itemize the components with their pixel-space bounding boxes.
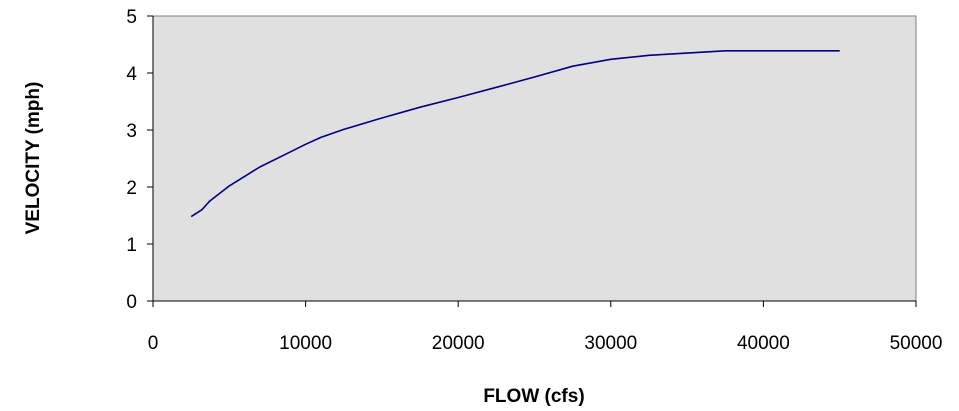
x-axis-title: FLOW (cfs) [483,386,584,407]
y-axis-title: VELOCITY (mph) [23,82,44,235]
x-tick-label: 20000 [432,333,485,354]
x-axis-ticks: 0 10000 20000 30000 40000 50000 [148,301,943,354]
y-tick-label: 3 [126,121,137,142]
x-tick-label: 10000 [279,333,332,354]
x-tick-label: 0 [148,333,159,354]
y-tick-label: 5 [126,7,137,28]
x-tick-label: 40000 [737,333,790,354]
y-tick-label: 2 [126,178,137,199]
plot-area [152,15,917,302]
y-tick-label: 4 [126,64,137,85]
y-tick-label: 1 [126,235,137,256]
series-line [190,49,840,218]
y-axis-ticks: 0 1 2 3 4 5 [126,7,153,313]
series-layer [190,49,840,218]
y-tick-label: 0 [126,292,137,313]
x-tick-label: 30000 [584,333,637,354]
x-tick-label: 50000 [890,333,943,354]
